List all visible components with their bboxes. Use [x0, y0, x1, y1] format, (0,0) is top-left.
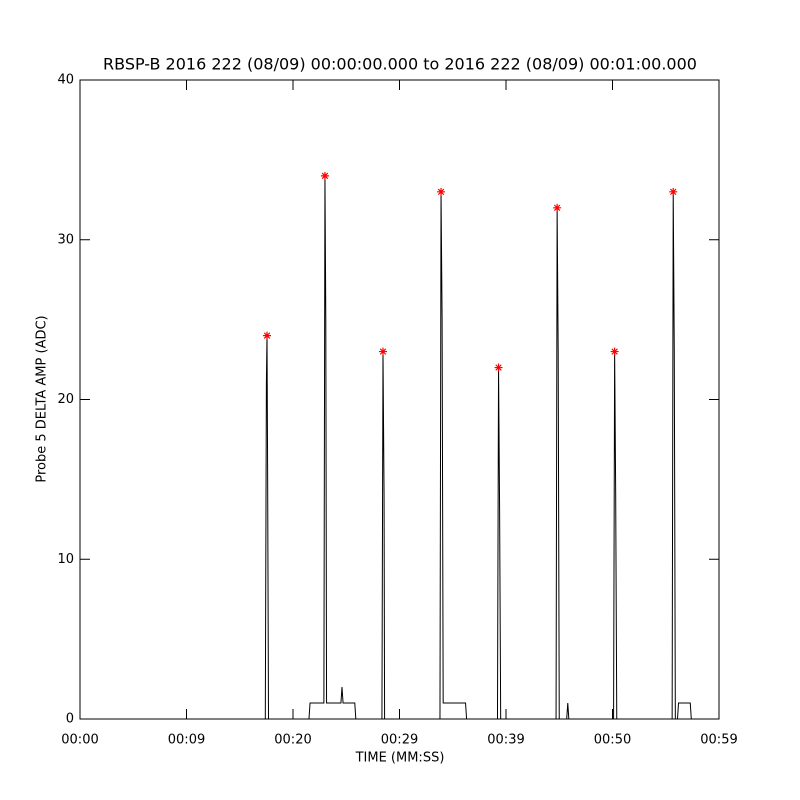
y-axis-label: Probe 5 DELTA AMP (ADC): [35, 315, 50, 482]
peak-marker: [437, 187, 446, 196]
peak-marker: [263, 331, 272, 340]
x-tick-label: 00:20: [274, 733, 311, 748]
x-tick-label: 00:09: [168, 733, 205, 748]
y-tick-label: 0: [66, 712, 74, 727]
plot-frame: [79, 79, 720, 720]
peak-marker: [610, 347, 619, 356]
peak-marker: [378, 347, 387, 356]
peak-marker: [494, 363, 503, 372]
peak-marker: [553, 203, 562, 212]
x-tick-label: 00:29: [381, 733, 418, 748]
data-line: [80, 175, 692, 720]
y-tick-label: 40: [57, 73, 74, 88]
x-tick-label: 00:50: [594, 733, 631, 748]
y-tick-label: 30: [57, 232, 74, 247]
x-tick-label: 00:00: [61, 733, 98, 748]
x-tick-label: 00:59: [700, 733, 737, 748]
y-tick-label: 20: [57, 392, 74, 407]
chart-title: RBSP-B 2016 222 (08/09) 00:00:00.000 to …: [103, 55, 697, 74]
y-tick-label: 10: [57, 552, 74, 567]
peak-marker: [320, 171, 329, 180]
peak-marker: [669, 187, 678, 196]
x-tick-label: 00:39: [487, 733, 524, 748]
x-axis-label: TIME (MM:SS): [355, 751, 445, 766]
